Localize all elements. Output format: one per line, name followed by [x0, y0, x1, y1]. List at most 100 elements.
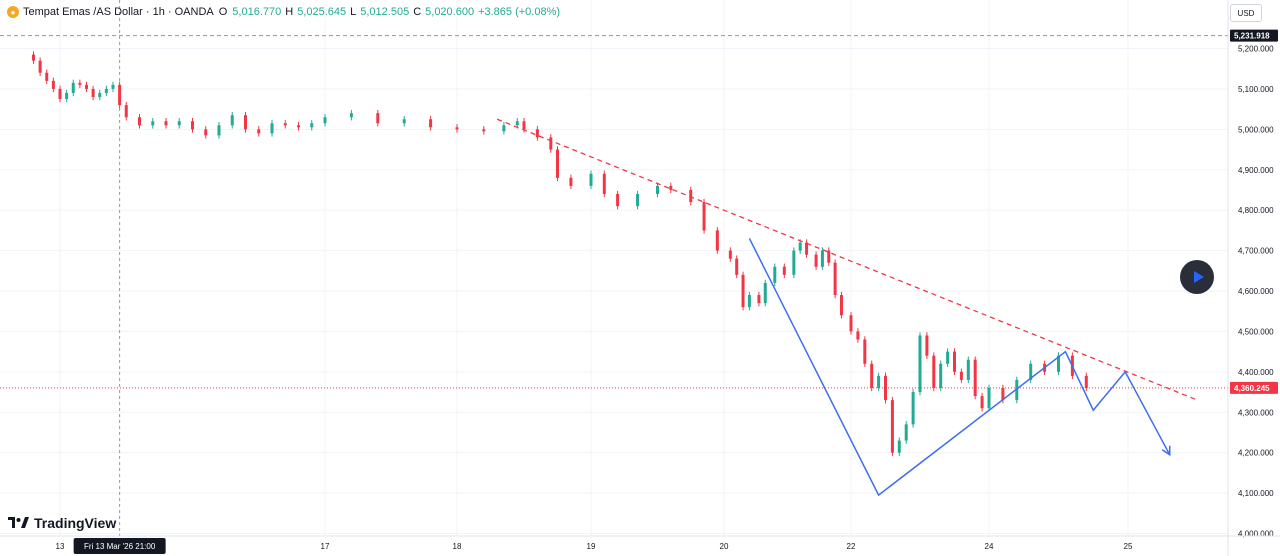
high-price-tag	[1230, 29, 1278, 42]
candle-down	[689, 189, 693, 203]
close-label: C	[413, 6, 422, 18]
price-tick-label: 4,600.000	[1238, 287, 1274, 296]
candle-down	[616, 194, 620, 207]
candle-up	[747, 295, 751, 308]
candle-up	[1015, 379, 1019, 401]
candle-down	[870, 363, 874, 388]
candle-up	[939, 363, 943, 388]
price-tag-label: 4,360.245	[1234, 384, 1270, 393]
candle-up	[515, 121, 519, 126]
price-tick-label: 5,000.000	[1238, 125, 1274, 134]
descending-trendline	[496, 118, 1198, 401]
candle-down	[863, 339, 867, 364]
candle-down	[535, 129, 539, 138]
candle-down	[118, 84, 122, 106]
currency-button[interactable]: USD	[1230, 4, 1262, 22]
projection-drawing[interactable]	[748, 238, 1171, 497]
price-axis[interactable]: 5,200.000 5,100.000 5,000.000 4,900.000 4,80…	[1227, 0, 1278, 556]
price-tick-label: 4,700.000	[1238, 247, 1274, 256]
logo-text: TradingView	[34, 515, 117, 531]
candle-down	[602, 173, 606, 194]
candle-up	[773, 266, 777, 283]
candle-down	[973, 359, 977, 397]
candle-up	[502, 125, 506, 132]
candle-down	[849, 315, 853, 332]
candle-down	[569, 177, 573, 186]
price-tick-label: 4,200.000	[1238, 449, 1274, 458]
candle-down	[556, 149, 559, 178]
candle-down	[164, 121, 168, 126]
candle-down	[124, 105, 128, 118]
time-tick-label: 19	[587, 542, 596, 551]
candle-up	[98, 92, 102, 97]
price-tick-label: 4,300.000	[1238, 408, 1274, 417]
candle-up	[217, 125, 221, 136]
candle-down	[814, 254, 818, 267]
open-label: O	[218, 6, 228, 18]
candle-down	[58, 88, 62, 100]
candlestick-series	[32, 51, 1088, 456]
candle-up	[897, 440, 901, 453]
time-tick-label: 22	[847, 542, 856, 551]
chart-grid	[0, 0, 1228, 536]
candle-down	[522, 121, 526, 130]
tradingview-logo: TradingView	[8, 515, 116, 531]
time-tick-label: 25	[1124, 542, 1133, 551]
candle-down	[782, 266, 786, 275]
tradingview-logo-icon	[8, 517, 29, 528]
gold-symbol-icon: ●	[7, 6, 19, 18]
candle-down	[38, 60, 42, 73]
open-value: 5,016.770	[232, 6, 282, 18]
price-tick-label: 4,000.000	[1238, 530, 1274, 539]
candle-down	[932, 355, 936, 388]
crosshair-time-label: Fri 13 Mar '26 21:00	[84, 542, 156, 551]
time-tick-label: 24	[985, 542, 994, 551]
candle-down	[45, 72, 49, 81]
projection-path	[748, 238, 1171, 497]
price-lines	[0, 35, 1228, 389]
candle-down	[1084, 375, 1088, 388]
time-tick-label: 20	[720, 542, 729, 551]
play-icon	[1193, 271, 1204, 283]
candle-down	[191, 121, 194, 130]
candle-down	[297, 125, 300, 128]
candle-down	[283, 123, 287, 126]
candle-down	[925, 335, 929, 356]
candle-down	[91, 88, 95, 97]
candle-up	[911, 392, 915, 425]
projection-arrowhead	[1161, 445, 1171, 457]
candle-down	[482, 129, 486, 132]
candle-down	[715, 230, 719, 251]
candle-down	[890, 400, 894, 453]
candle-up	[1029, 363, 1033, 380]
candle-down	[959, 371, 963, 380]
candle-up	[877, 375, 881, 388]
candle-up	[349, 113, 353, 118]
replay-play-button[interactable]	[1180, 260, 1214, 294]
low-label: L	[350, 6, 357, 18]
candle-up	[71, 82, 75, 93]
candle-up	[111, 84, 115, 89]
close-value: 5,020.600	[425, 6, 475, 18]
candle-down	[856, 331, 860, 340]
symbol-title[interactable]: Tempat Emas /AS Dollar · 1h · OANDA	[23, 6, 214, 18]
candle-down	[757, 295, 761, 304]
time-axis[interactable]: 13 17 18 19 20 22 24 25 Fri 13 Mar '26 21:00	[0, 535, 1280, 554]
candle-up	[656, 185, 659, 194]
candle-down	[455, 127, 459, 130]
change-value: +3.865 (+0.08%)	[478, 6, 561, 18]
candle-up	[65, 92, 69, 100]
candle-up	[904, 424, 908, 441]
trendline-drawing[interactable]	[496, 118, 1198, 401]
price-tick-label: 4,900.000	[1238, 166, 1274, 175]
candle-down	[85, 84, 88, 89]
candle-down	[78, 82, 82, 85]
candle-down	[549, 137, 553, 150]
candle-up	[946, 351, 950, 364]
candle-down	[741, 274, 745, 308]
candle-down	[1001, 388, 1005, 401]
crosshair-time-tag	[73, 538, 166, 554]
price-tag-label: 5,231.918	[1234, 32, 1270, 41]
